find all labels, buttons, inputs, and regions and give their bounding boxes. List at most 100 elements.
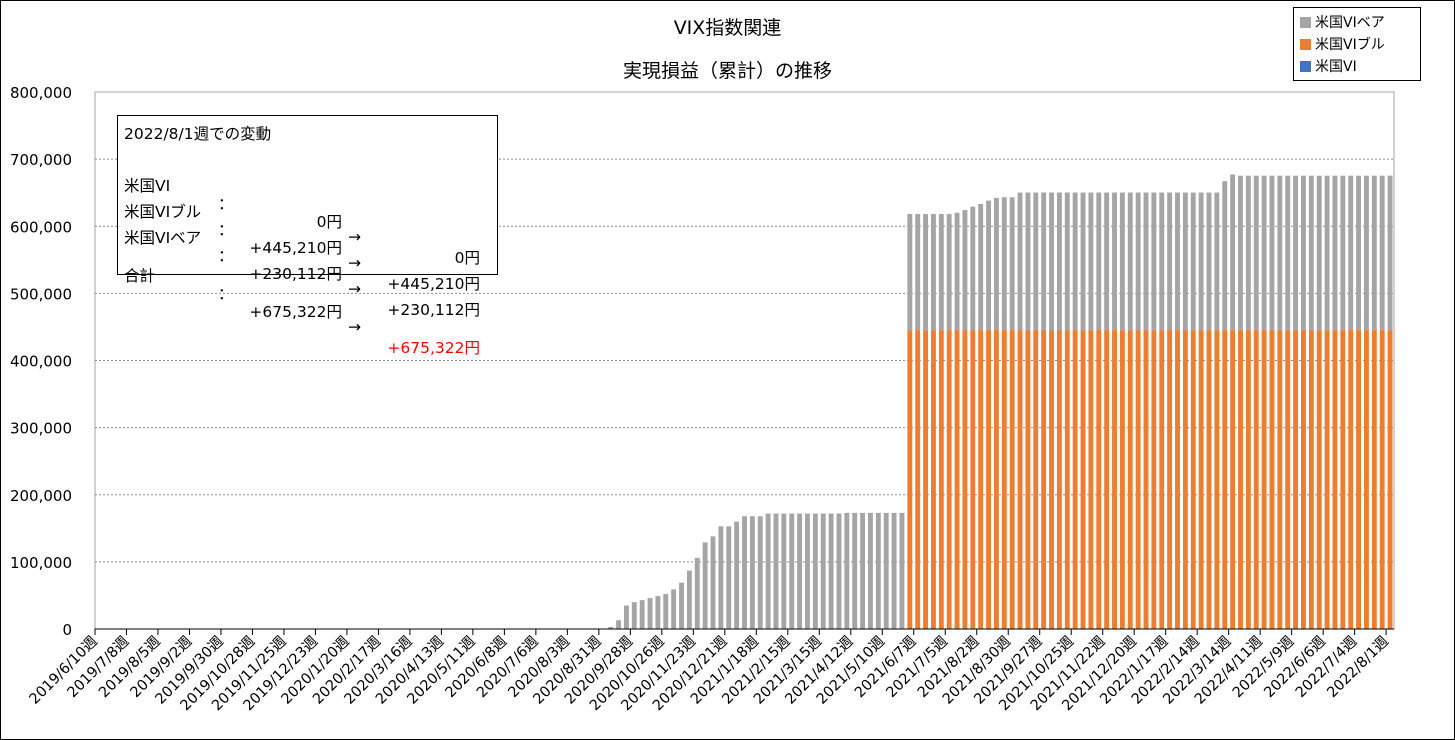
y-tick-label: 300,000 (10, 420, 72, 438)
chart-title-line-1: VIX指数関連 (673, 17, 782, 39)
summary-from-value: +675,322円 (249, 303, 342, 321)
bar-bear (1387, 175, 1393, 331)
bar-bull (993, 330, 999, 629)
bar-bull (1269, 330, 1275, 629)
bar-bear (1324, 175, 1330, 331)
legend-item-bull: 米国VIブル (1300, 34, 1385, 54)
bar-bear (781, 513, 787, 629)
summary-arrow: → (348, 280, 361, 298)
bar-bear (797, 513, 803, 629)
bar-bull (1316, 330, 1322, 629)
bar-bear (1356, 175, 1362, 331)
bar-bull (907, 330, 913, 629)
bar-bull (1356, 330, 1362, 629)
bar-bear (608, 626, 614, 629)
bar-bear (1230, 174, 1236, 331)
bar-bull (962, 330, 968, 629)
y-tick-label: 600,000 (10, 218, 72, 236)
bar-bull (986, 330, 991, 629)
bar-bull (1230, 330, 1236, 629)
bar-bear (1104, 192, 1110, 331)
summary-name: 合計 (124, 267, 156, 285)
bar-bear (907, 214, 913, 331)
summary-row-bull: 米国VIブル ： +445,210円 → +445,210円 (124, 182, 480, 293)
bar-bear (639, 600, 645, 629)
bar-bull (1080, 330, 1086, 629)
bar-bear (923, 214, 929, 331)
bar-bear (1041, 192, 1047, 331)
y-tick-label: 500,000 (10, 285, 72, 303)
bar-bear (812, 513, 818, 629)
bar-bear (765, 513, 771, 629)
bar-bear (938, 214, 944, 331)
summary-total-to-value: +675,322円 (387, 339, 480, 357)
bar-bull (970, 330, 976, 629)
bar-bear (1025, 192, 1031, 331)
bar-bear (805, 513, 810, 629)
bar-bull (1245, 330, 1251, 629)
y-tick-label: 700,000 (10, 151, 72, 169)
bar-bull (1064, 330, 1070, 629)
summary-row-total: 合計 ： +675,322円 → +675,322円 (124, 246, 480, 357)
bar-bear (1127, 192, 1133, 331)
bar-bull (1041, 330, 1047, 629)
bar-bear (1096, 192, 1102, 331)
bar-bear (1316, 175, 1322, 331)
bar-bear (836, 513, 842, 629)
bar-bull (1056, 330, 1062, 629)
bar-bear (978, 203, 984, 331)
bar-bear (1379, 175, 1385, 331)
bar-bull (923, 330, 929, 629)
bar-bear (1143, 192, 1149, 331)
bar-bear (946, 214, 952, 331)
bar-bull (1049, 330, 1054, 629)
bar-bull (1175, 330, 1180, 629)
bar-bull (1096, 330, 1102, 629)
bar-bear (1348, 175, 1354, 331)
summary-colon: ： (218, 195, 234, 213)
bar-bull (1301, 330, 1306, 629)
bar-bear (773, 513, 779, 629)
bar-bull (1324, 330, 1330, 629)
bar-bear (1033, 192, 1039, 331)
bar-bear (1056, 192, 1062, 331)
bar-bull (1009, 330, 1015, 629)
summary-name: 米国VIベア (124, 229, 202, 247)
bar-bear (1293, 175, 1299, 331)
bar-bull (1104, 330, 1110, 629)
bar-bull (1033, 330, 1039, 629)
bar-bear (915, 214, 921, 331)
bar-bear (718, 526, 724, 629)
bar-bull (1364, 330, 1369, 629)
bar-bear (1080, 192, 1086, 331)
bar-bear (1167, 192, 1173, 331)
bar-bear (679, 582, 684, 629)
bar-bear (623, 605, 629, 629)
summary-arrow: → (348, 318, 361, 336)
bar-bull (1238, 330, 1243, 629)
bar-bull (1159, 330, 1165, 629)
bar-bear (1175, 192, 1180, 331)
bar-bull (1190, 330, 1196, 629)
bar-bull (1277, 330, 1283, 629)
bar-bear (1009, 197, 1015, 331)
bar-bear (1072, 192, 1078, 331)
bar-bear (970, 206, 976, 331)
bar-bear (1332, 175, 1338, 331)
y-tick-label: 0 (62, 621, 72, 639)
bar-bull (1151, 330, 1157, 629)
bar-bear (883, 512, 889, 629)
bar-bull (1348, 330, 1354, 629)
bar-bear (1269, 175, 1275, 331)
bar-bull (946, 330, 952, 629)
bar-bear (647, 598, 653, 629)
bar-bear (1064, 192, 1070, 331)
bar-bear (1277, 175, 1283, 331)
bar-bear (828, 513, 834, 629)
bar-bear (1364, 175, 1369, 331)
bar-bear (789, 513, 795, 629)
legend: 米国VIベア 米国VIブル 米国VI (1293, 7, 1421, 81)
y-tick-label: 400,000 (10, 353, 72, 371)
summary-from-value: +445,210円 (249, 239, 342, 257)
